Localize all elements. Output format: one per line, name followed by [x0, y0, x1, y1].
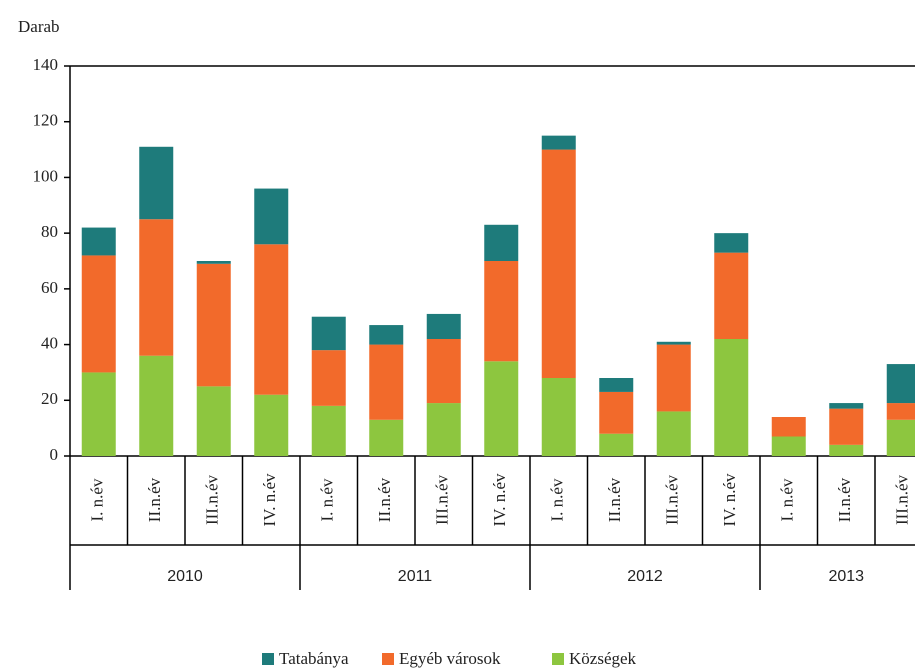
bar-segment	[599, 391, 634, 434]
bar-segment	[656, 341, 691, 345]
x-tick-label: I. n.év	[318, 478, 337, 521]
bar-segment	[426, 403, 461, 456]
legend-swatch	[262, 653, 274, 665]
group-label: 2011	[398, 568, 433, 585]
x-tick-label: II.n.év	[375, 477, 394, 522]
y-tick-label: 120	[33, 111, 59, 130]
bar-segment	[656, 411, 691, 456]
bar-segment	[886, 403, 915, 420]
bar-segment	[254, 188, 289, 245]
bar-segment	[771, 436, 806, 456]
bar-segment	[369, 419, 404, 456]
x-tick-label: II.n.év	[605, 477, 624, 522]
x-tick-label: IV. n.év	[490, 473, 509, 527]
bar-segment	[369, 325, 404, 345]
bar-segment	[656, 344, 691, 412]
y-tick-label: 0	[50, 445, 59, 464]
y-tick-label: 80	[41, 222, 58, 241]
x-tick-label: III.n.év	[433, 474, 452, 525]
bar-segment	[886, 364, 915, 404]
bar-segment	[139, 146, 174, 220]
x-tick-label: II.n.év	[145, 477, 164, 522]
bar-segment	[484, 361, 519, 456]
bar-segment	[311, 350, 346, 406]
bar-segment	[311, 316, 346, 351]
bar-segment	[829, 444, 864, 456]
bar-segment	[81, 227, 116, 256]
bar-segment	[196, 263, 231, 387]
bar-segment	[886, 419, 915, 456]
bar-segment	[771, 417, 806, 437]
bar-segment	[81, 372, 116, 456]
bar-segment	[81, 255, 116, 373]
y-tick-label: 20	[41, 389, 58, 408]
legend-swatch	[382, 653, 394, 665]
bar-segment	[714, 233, 749, 253]
bar-segment	[311, 405, 346, 456]
group-label: 2010	[167, 568, 203, 585]
bar-segment	[541, 135, 576, 150]
group-label: 2013	[828, 568, 864, 585]
x-tick-label: I. n.év	[88, 478, 107, 521]
x-tick-label: III.n.év	[663, 474, 682, 525]
y-tick-label: 60	[41, 278, 58, 297]
bar-segment	[599, 433, 634, 456]
bar-segment	[426, 339, 461, 404]
x-tick-label: IV. n.év	[720, 473, 739, 527]
bar-segment	[139, 355, 174, 456]
bar-segment	[714, 339, 749, 456]
bar-segment	[541, 149, 576, 378]
bar-segment	[599, 378, 634, 392]
y-axis-label: Darab	[18, 17, 60, 36]
x-tick-label: III.n.év	[203, 474, 222, 525]
bar-segment	[196, 261, 231, 264]
legend-label: Egyéb városok	[399, 649, 501, 668]
bar-segment	[139, 219, 174, 356]
x-tick-label: I. n.év	[778, 478, 797, 521]
y-tick-label: 140	[33, 55, 59, 74]
y-tick-label: 100	[33, 166, 59, 185]
bar-segment	[484, 261, 519, 362]
x-tick-label: IV. n.év	[260, 473, 279, 527]
x-tick-label: I. n.év	[548, 478, 567, 521]
legend-label: Tatabánya	[279, 649, 349, 668]
y-tick-label: 40	[41, 333, 58, 352]
x-tick-label: II.n.év	[835, 477, 854, 522]
bar-segment	[196, 386, 231, 456]
bar-segment	[484, 224, 519, 261]
bar-segment	[254, 394, 289, 456]
legend-swatch	[552, 653, 564, 665]
bar-segment	[426, 313, 461, 339]
x-tick-label: III.n.év	[893, 474, 912, 525]
bar-segment	[829, 408, 864, 445]
bar-segment	[829, 403, 864, 409]
bar-segment	[369, 344, 404, 420]
bar-segment	[541, 378, 576, 456]
legend-label: Községek	[569, 649, 637, 668]
bar-segment	[714, 252, 749, 339]
bar-segment	[254, 244, 289, 395]
group-label: 2012	[627, 568, 663, 585]
